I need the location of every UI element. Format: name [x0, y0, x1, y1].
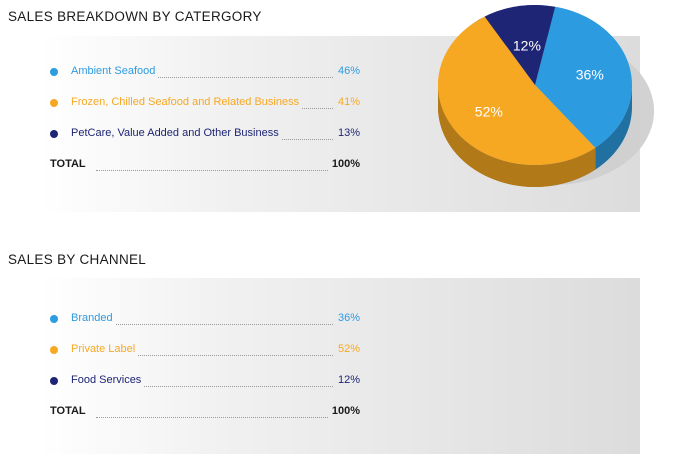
dotted-leader — [302, 96, 333, 109]
channel-section: SALES BY CHANNEL Branded 36% Private Lab… — [0, 243, 684, 463]
pie-side — [595, 85, 632, 170]
legend-dot — [50, 346, 58, 354]
pie-data-label: 36% — [576, 66, 604, 82]
dotted-leader — [115, 312, 333, 325]
total-label: TOTAL — [50, 405, 86, 417]
legend-dot — [50, 377, 58, 385]
pie-side — [438, 85, 596, 188]
legend-value: 13% — [337, 127, 360, 139]
legend-value: 52% — [337, 343, 360, 355]
legend-dot — [50, 99, 58, 107]
channel-pie-chart: 36% 52% 12% — [438, 5, 654, 188]
legend-item: Food Services 12% — [50, 374, 360, 405]
legend-item: Private Label 52% — [50, 343, 360, 374]
legend-label: Food Services — [71, 374, 142, 386]
legend-item: Branded 36% — [50, 312, 360, 343]
legend-dot — [50, 68, 58, 76]
channel-panel — [40, 278, 640, 454]
legend-item: Ambient Seafood 46% — [50, 65, 360, 96]
total-label: TOTAL — [50, 158, 86, 170]
legend-item: Frozen, Chilled Seafood and Related Busi… — [50, 96, 360, 127]
legend-label: Branded — [71, 312, 113, 324]
total-value: 100% — [331, 405, 360, 417]
pie-slice — [484, 5, 556, 86]
category-legend: Ambient Seafood 46% Frozen, Chilled Seaf… — [50, 65, 360, 189]
total-row: TOTAL 100% — [50, 405, 360, 436]
pie-data-label: 52% — [475, 103, 503, 119]
pie-data-label: 12% — [513, 38, 541, 54]
legend-label: Frozen, Chilled Seafood and Related Busi… — [71, 96, 300, 108]
channel-legend: Branded 36% Private Label 52% Food Servi… — [50, 312, 360, 436]
legend-dot — [50, 315, 58, 323]
channel-title: SALES BY CHANNEL — [8, 252, 147, 267]
total-row: TOTAL 100% — [50, 158, 360, 189]
dotted-leader — [95, 158, 328, 171]
legend-value: 36% — [337, 312, 360, 324]
legend-dot — [50, 130, 58, 138]
legend-label: Private Label — [71, 343, 136, 355]
dotted-leader — [144, 374, 333, 387]
dotted-leader — [138, 343, 333, 356]
dotted-leader — [158, 65, 333, 78]
legend-value: 41% — [337, 96, 360, 108]
pie-slice — [535, 6, 632, 148]
dotted-leader — [95, 405, 328, 418]
pie-slice — [438, 16, 596, 165]
legend-label: PetCare, Value Added and Other Business — [71, 127, 279, 139]
legend-label: Ambient Seafood — [71, 65, 156, 77]
category-title: SALES BREAKDOWN BY CATERGORY — [8, 9, 262, 24]
legend-value: 46% — [337, 65, 360, 77]
legend-item: PetCare, Value Added and Other Business … — [50, 127, 360, 158]
legend-value: 12% — [337, 374, 360, 386]
pie-sides — [438, 85, 632, 188]
dotted-leader — [281, 127, 333, 140]
total-value: 100% — [331, 158, 360, 170]
